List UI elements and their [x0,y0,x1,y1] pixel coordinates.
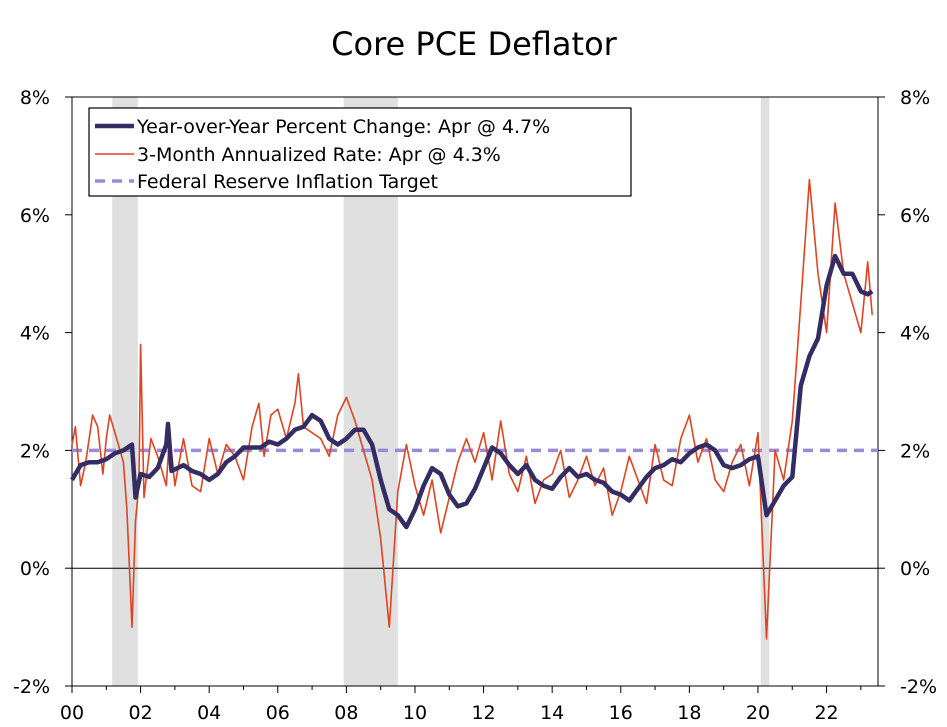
legend-label-fed-target: Federal Reserve Inflation Target [137,171,438,193]
y-tick-label-right: 6% [900,205,930,227]
recession-band-2 [760,97,770,686]
x-tick-label: 06 [266,702,290,724]
x-tick-label: 22 [814,702,838,724]
x-tick-label: 16 [609,702,633,724]
legend-label-yoy: Year-over-Year Percent Change: Apr @ 4.7… [136,116,550,138]
x-tick-label: 20 [746,702,770,724]
y-axis-ticks: -2% -2% 0% 0% 2% 2% 4% 4% 6% 6% 8% 8% [13,87,937,698]
y-tick-label-right: 2% [900,440,930,462]
y-tick-label-left: 0% [20,558,50,580]
x-tick-label: 02 [129,702,153,724]
y-tick-label-right: 4% [900,323,930,345]
series-line-3m [71,178,873,640]
x-tick-label: 12 [471,702,495,724]
series-lines [70,178,878,640]
x-tick-label: 10 [403,702,427,724]
y-tick-label-right: 0% [900,558,930,580]
y-tick-label-left: -2% [13,676,50,698]
series-line-yoy [70,253,874,530]
y-tick-label-left: 8% [20,87,50,109]
legend-box [88,107,632,197]
y-tick-label-left: 2% [20,440,50,462]
legend-label-3m: 3-Month Annualized Rate: Apr @ 4.3% [137,144,501,166]
x-tick-label: 08 [334,702,358,724]
x-tick-label: 14 [540,702,564,724]
plot-area-frame [71,96,879,687]
y-tick-label-left: 4% [20,323,50,345]
x-tick-label: 00 [60,702,84,724]
x-tick-label: 04 [197,702,221,724]
legend: Year-over-Year Percent Change: Apr @ 4.7… [88,107,632,197]
y-tick-label-left: 6% [20,205,50,227]
chart-title: Core PCE Deflator [331,25,617,63]
x-axis-ticks: 00 02 04 06 08 10 12 14 16 18 20 22 [60,686,862,724]
y-tick-label-right: 8% [900,87,930,109]
y-tick-label-right: -2% [900,676,937,698]
x-tick-label: 18 [677,702,701,724]
